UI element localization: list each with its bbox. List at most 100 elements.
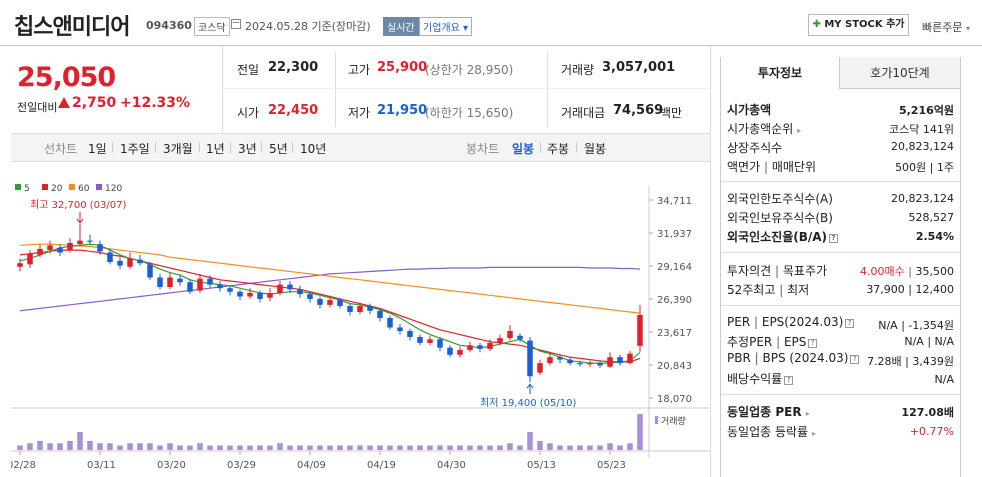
separator: | [754,351,759,365]
candle-body [547,357,553,364]
sector-rate-link[interactable]: 동일업종 등락률 ▸ [727,423,816,440]
unit-label: 매매단위 [771,160,816,174]
help-icon[interactable]: ? [829,234,839,243]
candle-body [307,294,313,299]
candle-body [237,291,243,297]
volume-bar [77,432,83,450]
x-tick-label: 03/29 [227,460,256,471]
quick-order-button[interactable]: 빠른주문 ▾ [922,19,970,35]
candle-body [497,338,503,343]
candle-body [37,248,43,255]
tab-hoga[interactable]: 호가10단계 [839,57,960,89]
volume-bar [157,445,163,450]
pbr-label-wrap: PBR | BPS (2024.03)? [727,351,860,365]
candle-body [327,300,333,305]
candle-body [187,282,193,292]
volume-bar [607,443,613,450]
candle-weekly[interactable]: 주봉 [547,142,570,156]
change-value: 2,750 [72,95,117,111]
div-label: 배당수익률 [727,372,783,386]
candle-daily[interactable]: 일봉 [512,142,535,156]
candle-body [17,263,23,267]
candle-body [627,353,633,364]
candle-body [127,258,133,267]
volume-bar [527,432,533,450]
volume-bar [427,445,433,450]
legend-label: 60 [78,184,90,194]
volume-value: 3,057,001 [602,60,676,75]
separator: | [763,160,768,174]
volume-bar [477,445,483,450]
help-icon[interactable]: ? [845,319,855,328]
amount-label: 거래대금 [561,106,606,120]
candle-body [297,289,303,295]
volume-bar [237,445,243,450]
market-cap-rank-link[interactable]: 시가총액순위 ▸ [727,120,801,137]
divider [335,52,336,127]
sector-per-link[interactable]: 동일업종 PER ▸ [727,403,810,420]
legend-swatch [42,184,48,190]
candle-body [57,247,63,253]
lower-limit: (하한가 15,650) [425,106,514,120]
candle-body [147,264,153,278]
w52-label-wrap: 52주최고 | 최저 [727,281,809,298]
volume-bar [107,443,113,450]
candle-body [137,259,143,264]
per-eps-value: N/A | -1,354원 [878,319,954,332]
candle-body [437,339,443,348]
x-tick-label: 04/19 [367,460,396,471]
volume-bar [467,445,473,450]
foreign-ratio-value: 2.54% [915,230,954,243]
amount-value: 74,569 [613,103,664,118]
divider [230,142,231,153]
volume-bar [197,443,203,450]
tab-invest-info[interactable]: 투자정보 [721,57,839,89]
divider [721,252,960,253]
help-icon[interactable]: ? [850,355,860,364]
mystock-add-button[interactable]: ✚ MY STOCK 추가 [808,14,909,36]
volume-bar [117,445,123,450]
candle-body [507,331,513,339]
volume-bar [417,445,423,450]
candle-body [217,284,223,289]
change-rate: +12.33% [120,95,191,111]
legend-swatch [15,184,21,190]
divider [721,394,960,395]
x-tick-label: 03/20 [157,460,186,471]
sector-per-label: 동일업종 PER [727,405,802,419]
volume-bar [257,445,263,450]
candle-body [177,278,183,283]
candle-body [407,331,413,337]
period-5y[interactable]: 5년 [269,142,288,156]
legend-label: 120 [105,184,122,194]
period-1d[interactable]: 1일 [88,142,107,156]
candle-body [597,363,603,366]
candle-body [447,347,453,355]
help-icon[interactable]: ? [784,376,794,385]
help-icon[interactable]: ? [808,339,818,348]
sector-rate-label: 동일업종 등락률 [727,425,809,439]
period-10y[interactable]: 10년 [300,142,327,156]
candle-body [257,292,263,299]
period-1w[interactable]: 1주일 [120,142,150,156]
volume-bar [87,441,93,450]
price-chart[interactable]: 34,711 31,937 29,164 26,390 23,617 20,843 18,0… [11,178,710,477]
amount-unit: 백만 [660,106,683,120]
divider [540,142,541,153]
candle-body [267,292,273,298]
candle-body [527,340,533,377]
x-tick-label: 05/23 [597,460,626,471]
realtime-badge[interactable]: 실시간 [383,17,419,36]
candle-body [107,252,113,263]
candle-body [387,317,393,328]
period-3m[interactable]: 3개월 [163,142,193,156]
company-info-dropdown[interactable]: 기업개요 ▾ [419,17,473,36]
period-1y[interactable]: 1년 [206,142,225,156]
candle-monthly[interactable]: 월봉 [584,142,607,156]
candle-body [227,288,233,292]
candle-body [467,345,473,351]
volume-bar [317,445,323,450]
period-3y[interactable]: 3년 [238,142,257,156]
volume-bar [347,445,353,450]
est-value: N/A | N/A [904,335,954,348]
